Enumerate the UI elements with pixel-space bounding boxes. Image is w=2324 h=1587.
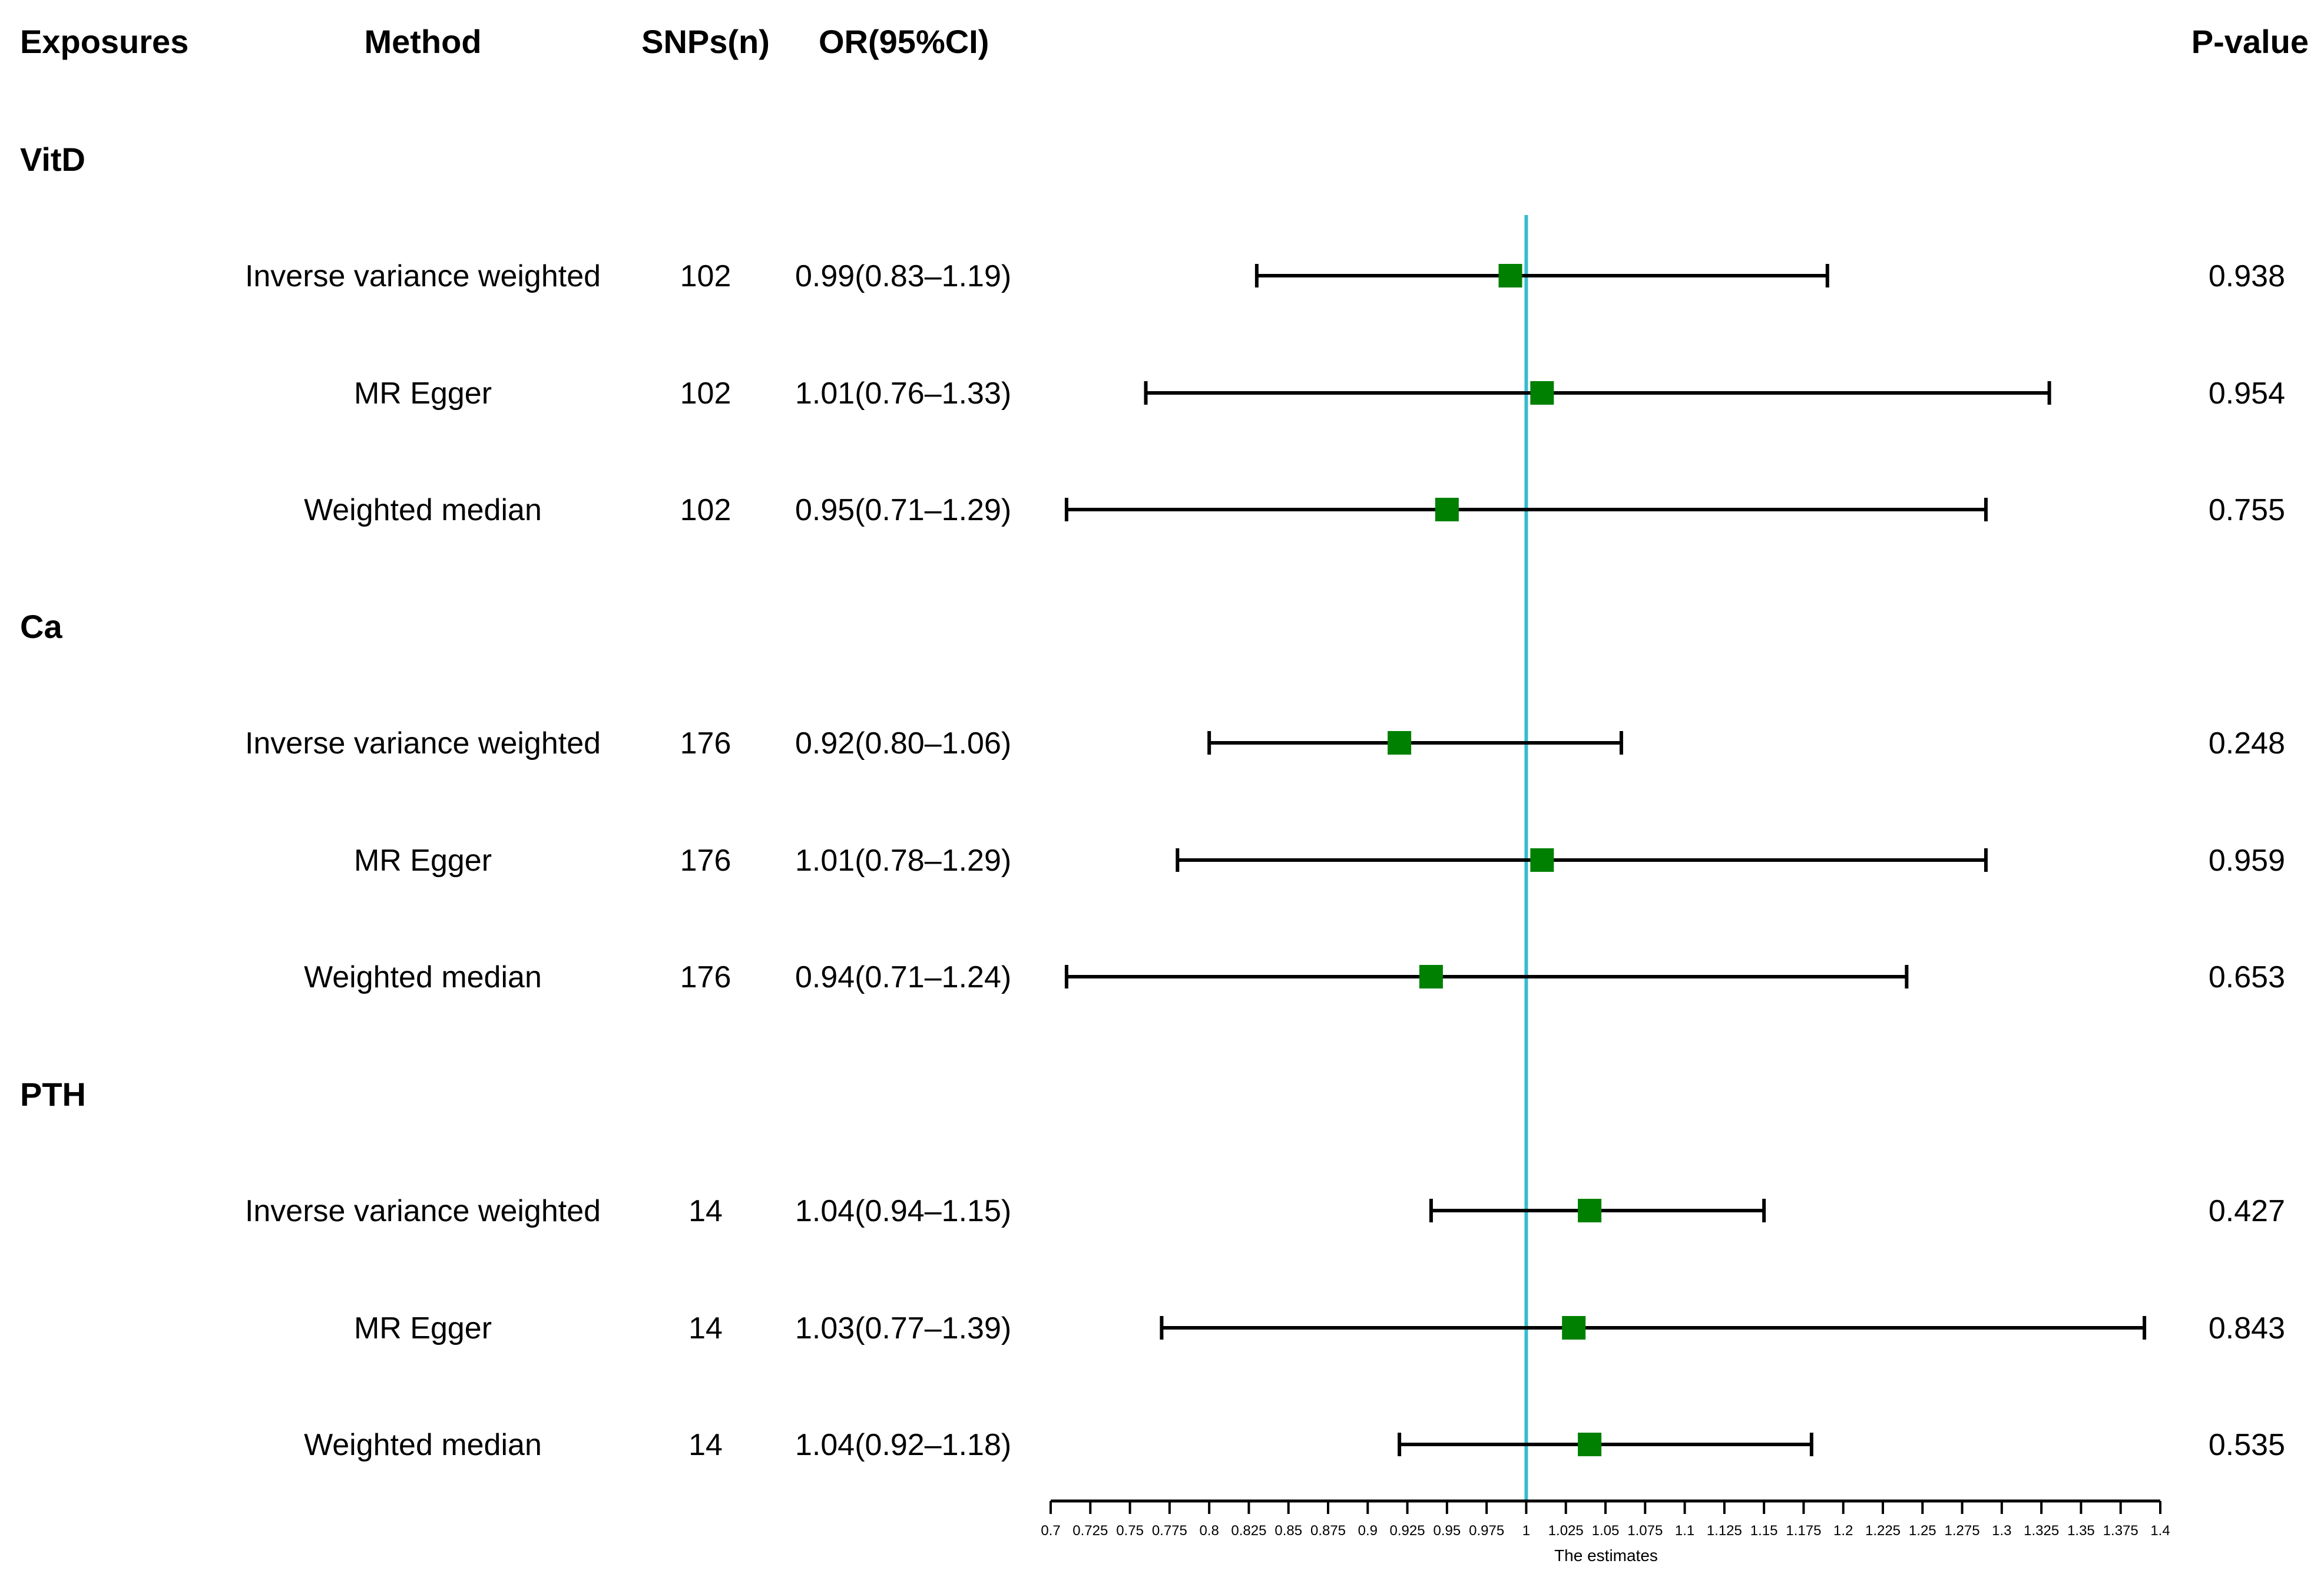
x-tick-label: 1.2: [1833, 1523, 1853, 1539]
pvalue-cell: 0.248: [2209, 726, 2285, 761]
x-tick-label: 1.025: [1548, 1523, 1584, 1539]
x-tick-label: 0.85: [1274, 1523, 1302, 1539]
header-method: Method: [364, 23, 481, 60]
or-point: [1498, 264, 1522, 287]
pvalue-cell: 0.959: [2209, 844, 2285, 878]
group-label: Ca: [20, 608, 62, 645]
pvalue-cell: 0.535: [2209, 1428, 2285, 1462]
pvalue-cell: 0.653: [2209, 960, 2285, 994]
or-point: [1578, 1433, 1602, 1456]
pvalue-cell: 0.938: [2209, 259, 2285, 293]
or-cell: 1.04(0.92–1.18): [795, 1428, 1011, 1462]
x-tick-label: 1.25: [1909, 1523, 1936, 1539]
x-tick-label: 1: [1522, 1523, 1530, 1539]
x-tick-label: 1.4: [2150, 1523, 2170, 1539]
x-tick-label: 0.775: [1152, 1523, 1187, 1539]
or-cell: 1.01(0.76–1.33): [795, 376, 1011, 411]
or-point: [1530, 848, 1554, 872]
x-axis-label: The estimates: [1554, 1546, 1658, 1565]
method-cell: Inverse variance weighted: [245, 259, 601, 293]
header-snps: SNPs(n): [641, 23, 770, 60]
x-axis: 0.7 0.725 0.75 0.775 0.8 0.825 0.85 0.875 0.9 0.9…: [1041, 1499, 2170, 1539]
method-cell: MR Egger: [354, 1311, 492, 1345]
group-label: PTH: [20, 1076, 86, 1113]
or-point: [1530, 381, 1554, 405]
x-tick-label: 0.7: [1041, 1523, 1060, 1539]
header-exposures: Exposures: [20, 23, 188, 60]
x-tick-label: 0.975: [1469, 1523, 1504, 1539]
x-tick-label: 1.175: [1786, 1523, 1821, 1539]
x-tick-label: 0.8: [1199, 1523, 1219, 1539]
forest-marks: [1064, 264, 2147, 1456]
x-tick-label: 1.3: [1992, 1523, 2011, 1539]
header-or: OR(95%CI): [819, 23, 989, 60]
snps-cell: 176: [680, 960, 731, 994]
pvalue-cell: 0.843: [2209, 1311, 2285, 1345]
table-body: VitD Inverse variance weighted 102 0.99(0.8…: [20, 141, 2285, 1462]
or-point: [1419, 965, 1443, 988]
or-cell: 0.99(0.83–1.19): [795, 259, 1011, 293]
x-tick-label: 0.875: [1310, 1523, 1346, 1539]
pvalue-cell: 0.427: [2209, 1194, 2285, 1228]
x-tick-label: 0.725: [1072, 1523, 1108, 1539]
snps-cell: 14: [688, 1194, 723, 1228]
method-cell: Weighted median: [304, 493, 542, 527]
pvalue-cell: 0.954: [2209, 376, 2285, 411]
snps-cell: 102: [680, 259, 731, 293]
header-pvalue: P-value: [2191, 23, 2309, 60]
method-cell: Inverse variance weighted: [245, 726, 601, 761]
pvalue-cell: 0.755: [2209, 493, 2285, 527]
x-tick-label: 1.275: [1945, 1523, 1980, 1539]
or-cell: 1.04(0.94–1.15): [795, 1194, 1011, 1228]
x-tick-label: 0.75: [1116, 1523, 1144, 1539]
x-tick-label: 0.925: [1390, 1523, 1425, 1539]
x-tick-label: 1.1: [1675, 1523, 1694, 1539]
or-point: [1578, 1199, 1602, 1222]
or-cell: 1.03(0.77–1.39): [795, 1311, 1011, 1345]
x-tick-label: 1.05: [1592, 1523, 1620, 1539]
method-cell: Weighted median: [304, 960, 542, 994]
method-cell: Weighted median: [304, 1428, 542, 1462]
x-tick-label: 1.125: [1707, 1523, 1742, 1539]
or-point: [1435, 498, 1459, 521]
x-tick-label: 1.225: [1865, 1523, 1901, 1539]
x-tick-label: 1.075: [1627, 1523, 1663, 1539]
or-cell: 0.95(0.71–1.29): [795, 493, 1011, 527]
snps-cell: 14: [688, 1428, 723, 1462]
x-tick-label: 1.35: [2067, 1523, 2095, 1539]
or-cell: 0.94(0.71–1.24): [795, 960, 1011, 994]
x-tick-label: 0.9: [1358, 1523, 1378, 1539]
x-tick-label: 1.325: [2024, 1523, 2059, 1539]
or-point: [1562, 1316, 1586, 1340]
method-cell: MR Egger: [354, 844, 492, 878]
snps-cell: 176: [680, 726, 731, 761]
x-tick-label: 0.95: [1433, 1523, 1461, 1539]
snps-cell: 176: [680, 844, 731, 878]
x-tick-label: 1.375: [2103, 1523, 2138, 1539]
snps-cell: 102: [680, 493, 731, 527]
x-tick-label: 1.15: [1750, 1523, 1778, 1539]
or-cell: 0.92(0.80–1.06): [795, 726, 1011, 761]
or-point: [1388, 731, 1412, 755]
or-cell: 1.01(0.78–1.29): [795, 844, 1011, 878]
x-tick-label: 0.825: [1231, 1523, 1266, 1539]
snps-cell: 14: [688, 1311, 723, 1345]
method-cell: MR Egger: [354, 376, 492, 411]
group-label: VitD: [20, 141, 85, 178]
snps-cell: 102: [680, 376, 731, 411]
method-cell: Inverse variance weighted: [245, 1194, 601, 1228]
